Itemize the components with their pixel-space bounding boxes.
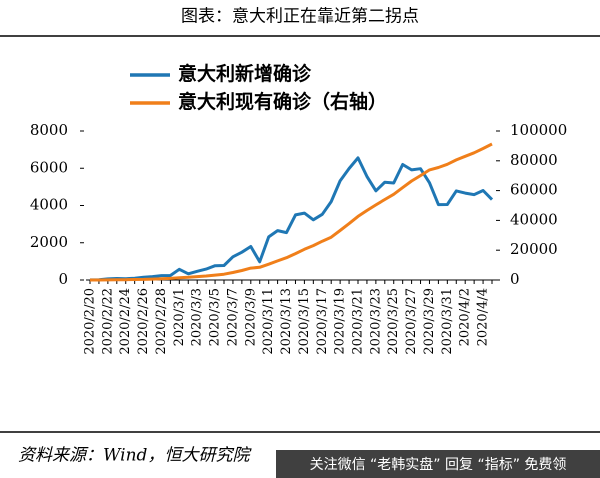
- x-tick-label: 2020/2/26: [136, 288, 151, 355]
- x-tick-label: 2020/3/17: [315, 288, 330, 355]
- watermark: 关注微信 “老韩实盘” 回复 “指标” 免费领: [310, 456, 567, 473]
- x-tick-label: 2020/3/19: [333, 288, 348, 355]
- chart-title: 图表：意大利正在靠近第二拐点: [181, 7, 419, 27]
- y-tick-label: 6000: [30, 158, 68, 176]
- x-tick-label: 2020/3/21: [351, 288, 366, 355]
- x-tick-label: 2020/3/3: [190, 288, 205, 346]
- x-tick-label: 2020/3/31: [440, 288, 455, 355]
- x-tick-label: 2020/3/27: [404, 288, 419, 355]
- y2-tick-label: 100000: [510, 121, 567, 139]
- y2-tick-label: 20000: [510, 240, 558, 258]
- y2-tick-label: 60000: [510, 181, 558, 199]
- x-tick-label: 2020/4/2: [458, 288, 473, 346]
- x-tick-label: 2020/2/28: [154, 288, 169, 355]
- x-tick-label: 2020/2/22: [100, 288, 115, 355]
- y2-tick-label: 40000: [510, 210, 558, 228]
- x-tick-label: 2020/3/1: [172, 288, 187, 346]
- x-tick-label: 2020/3/9: [243, 288, 258, 346]
- series-line: [90, 142, 493, 282]
- source: 资料来源：Wind，恒大研究院: [18, 446, 252, 466]
- legend-label: 意大利新增确诊: [178, 62, 312, 85]
- x-tick-label: 2020/3/15: [297, 288, 312, 355]
- x-tick-label: 2020/3/23: [368, 288, 383, 355]
- x-tick-label: 2020/4/4: [476, 288, 491, 346]
- y-tick-label: 2000: [30, 233, 68, 251]
- watermark-box: [276, 450, 600, 478]
- x-tick-label: 2020/2/20: [83, 288, 98, 355]
- x-tick-label: 2020/2/24: [118, 288, 133, 355]
- x-tick-label: 2020/3/11: [261, 288, 276, 355]
- y-tick-label: 4000: [30, 196, 68, 214]
- series-line: [89, 156, 494, 282]
- legend-label: 意大利现有确诊（右轴）: [178, 90, 387, 113]
- y-tick-label: 8000: [30, 121, 68, 139]
- x-tick-label: 2020/3/7: [225, 288, 240, 346]
- y-tick-label: 0: [58, 270, 68, 288]
- x-tick-label: 2020/3/13: [279, 288, 294, 355]
- y2-tick-label: 80000: [510, 151, 558, 169]
- x-tick-label: 2020/3/25: [386, 288, 401, 355]
- y2-tick-label: 0: [510, 270, 520, 288]
- x-tick-label: 2020/3/29: [422, 288, 437, 355]
- x-tick-label: 2020/3/5: [208, 288, 223, 346]
